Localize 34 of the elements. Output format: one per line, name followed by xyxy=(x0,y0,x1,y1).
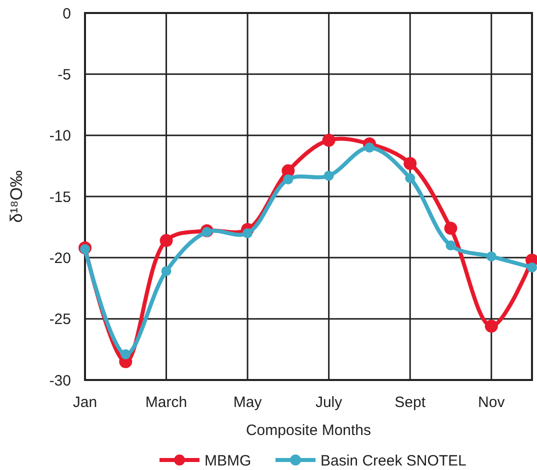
y-tick-label: -25 xyxy=(49,311,71,328)
point xyxy=(446,240,456,250)
point xyxy=(364,142,374,153)
legend-label: Basin Creek SNOTEL xyxy=(320,452,466,470)
x-tick-label: July xyxy=(315,394,343,411)
point xyxy=(486,251,496,262)
x-axis-title: Composite Months xyxy=(246,422,372,439)
point xyxy=(527,262,537,272)
point xyxy=(242,228,253,238)
point xyxy=(161,266,172,276)
y-tick-label: -5 xyxy=(58,66,71,84)
x-tick-label: Jan xyxy=(72,394,98,411)
point xyxy=(283,174,294,184)
x-tick-label: March xyxy=(145,394,188,411)
point xyxy=(484,320,498,333)
point xyxy=(160,234,173,248)
point xyxy=(202,226,212,237)
y-tick-label: 0 xyxy=(62,5,71,22)
point xyxy=(404,156,417,170)
x-tick-label: Sept xyxy=(394,394,426,411)
point xyxy=(405,173,416,184)
y-tick-label: -30 xyxy=(49,372,71,390)
legend-label: MBMG xyxy=(204,452,252,470)
point xyxy=(120,349,131,360)
point xyxy=(322,134,336,147)
point xyxy=(444,222,458,235)
y-axis-title: δ¹⁸O‰ xyxy=(7,170,26,223)
y-tick-label: -15 xyxy=(49,188,71,206)
y-tick-label: -10 xyxy=(49,128,71,145)
point xyxy=(80,244,90,254)
y-tick-label: -20 xyxy=(49,250,71,267)
point xyxy=(324,170,334,181)
x-tick-label: May xyxy=(233,394,262,411)
x-tick-label: Nov xyxy=(478,394,506,411)
